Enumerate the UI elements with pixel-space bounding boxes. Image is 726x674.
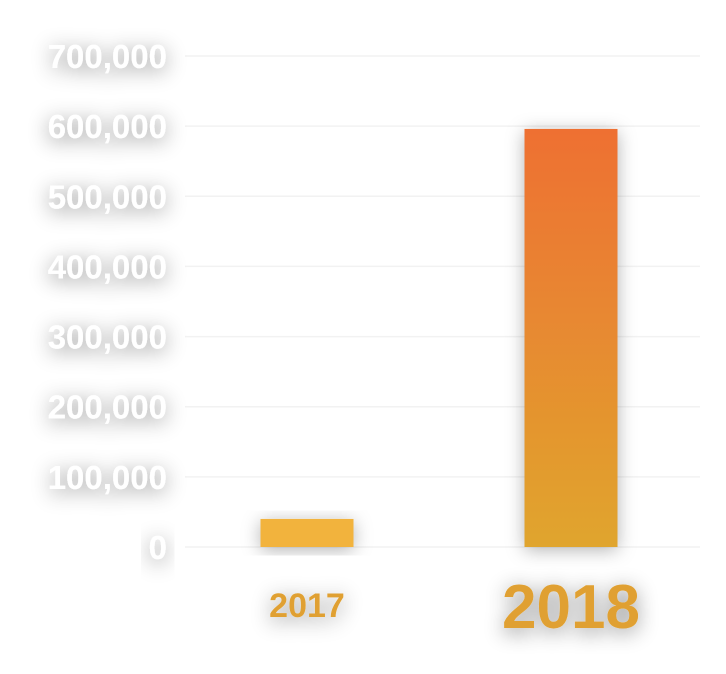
x-category-label-2017: 2017 xyxy=(269,587,345,625)
gridlines xyxy=(185,55,700,548)
y-tick-label: 300,000 xyxy=(48,319,167,356)
y-tick-label: 400,000 xyxy=(48,248,167,285)
y-tick-label: 200,000 xyxy=(48,389,167,426)
x-category-label-2018: 2018 xyxy=(502,573,640,642)
y-tick-label: 500,000 xyxy=(48,178,167,215)
y-tick-label: 0 xyxy=(149,529,167,566)
y-tick-label: 600,000 xyxy=(48,108,167,145)
bars xyxy=(260,128,618,547)
bar-2017 xyxy=(260,518,354,547)
y-tick-label: 700,000 xyxy=(48,38,167,75)
y-axis-tick-labels: 0 100,000 200,000 300,000 400,000 500,000 600,… xyxy=(48,38,167,566)
x-axis-category-labels: 2017 2018 xyxy=(269,573,640,642)
bar-2018 xyxy=(524,128,618,547)
y-tick-label: 100,000 xyxy=(48,459,167,496)
